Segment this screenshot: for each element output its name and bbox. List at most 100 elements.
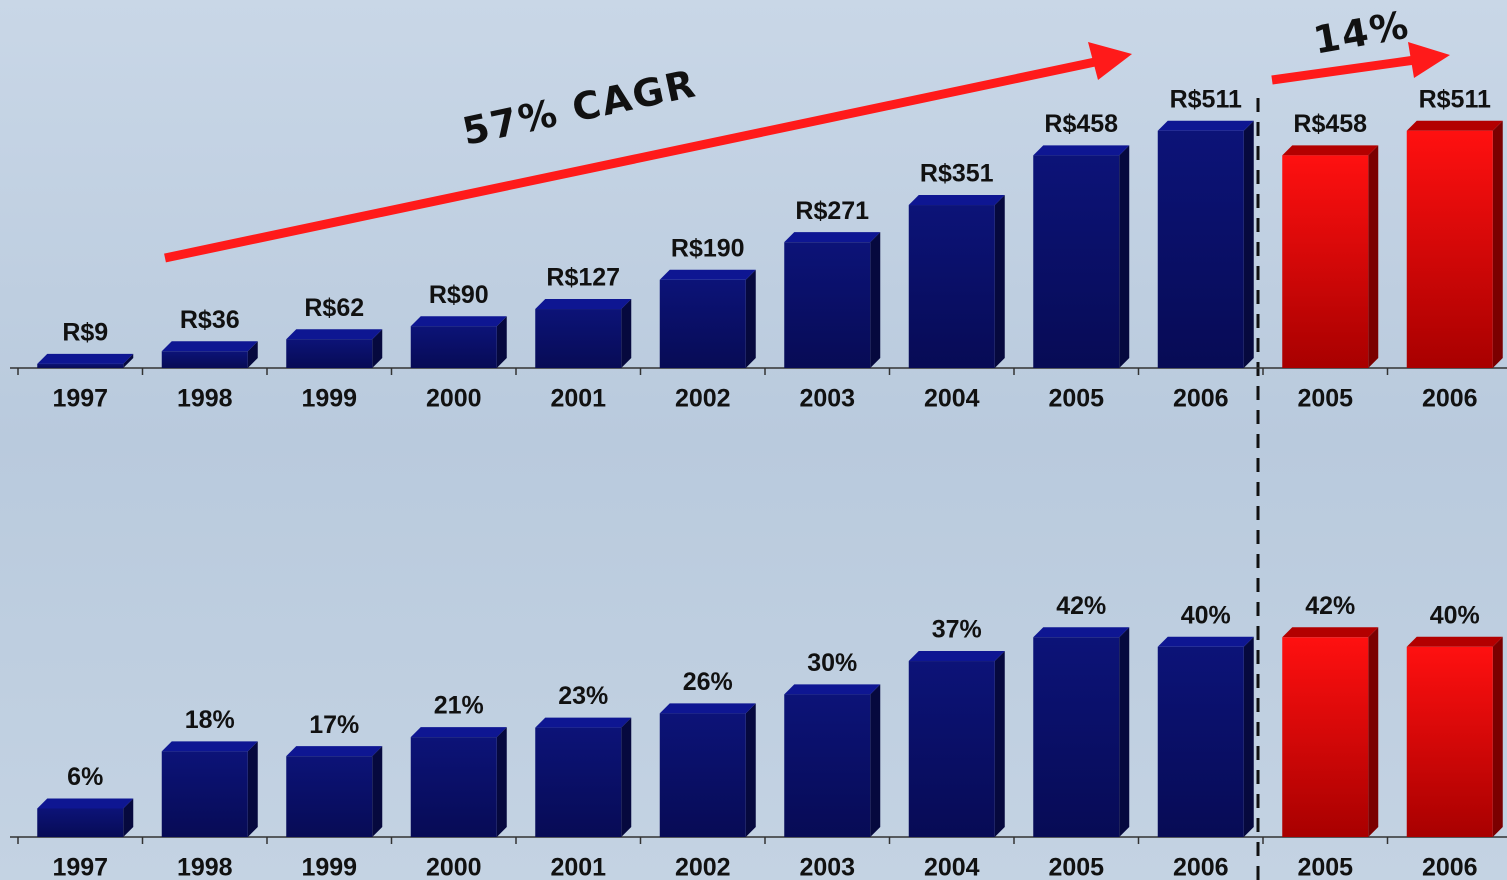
data-label: R$458 (1044, 110, 1118, 138)
data-label: 26% (683, 668, 733, 696)
x-tick-label: 2002 (675, 854, 731, 880)
bar-side (870, 232, 880, 368)
data-label: 30% (807, 649, 857, 677)
bar (1282, 637, 1368, 837)
bar-top (37, 798, 133, 808)
bar-top (1407, 637, 1503, 647)
bar-side (1493, 637, 1503, 837)
data-label: R$511 (1170, 85, 1242, 113)
data-label: R$458 (1293, 110, 1367, 138)
x-tick-label: 2005 (1297, 385, 1353, 413)
bar-top (37, 354, 133, 364)
bar-top (411, 727, 507, 737)
bar (784, 242, 870, 368)
bar (37, 364, 123, 368)
bar (411, 737, 497, 837)
bar-side (995, 651, 1005, 837)
bar-side (1119, 627, 1129, 837)
bar-top (784, 232, 880, 242)
bar-top (784, 684, 880, 694)
bar (1407, 131, 1493, 368)
data-label: 17% (309, 711, 359, 739)
bar (535, 309, 621, 368)
data-label: R$36 (180, 306, 240, 334)
data-label: 40% (1181, 601, 1231, 629)
x-tick-label: 1997 (52, 385, 108, 413)
x-tick-label: 2005 (1048, 854, 1104, 880)
bar (660, 713, 746, 837)
data-label: R$62 (304, 294, 364, 322)
x-tick-label: 2002 (675, 385, 731, 413)
bar (909, 205, 995, 368)
chart: 57% CAGR 14% R$91997R$361998R$621999R$90… (0, 0, 1507, 880)
bar (1033, 637, 1119, 837)
bar-side (1119, 145, 1129, 368)
bar-top (1033, 145, 1129, 155)
x-tick-label: 2000 (426, 854, 482, 880)
x-tick-label: 1998 (177, 854, 233, 880)
bar-side (995, 195, 1005, 368)
bar-top (286, 746, 382, 756)
bar (1158, 131, 1244, 368)
bar (162, 751, 248, 837)
data-label: 23% (558, 682, 608, 710)
bar-side (621, 299, 631, 368)
x-tick-label: 2003 (799, 385, 855, 413)
bar-top (1407, 121, 1503, 131)
data-label: 37% (932, 616, 982, 644)
bar-top (411, 316, 507, 326)
bar-top (660, 270, 756, 280)
x-tick-label: 2006 (1173, 854, 1229, 880)
bar (784, 694, 870, 837)
data-label: R$351 (920, 160, 994, 188)
x-tick-label: 1999 (301, 385, 357, 413)
x-tick-label: 2001 (550, 854, 606, 880)
bar-top (535, 299, 631, 309)
bar-side (621, 718, 631, 837)
bar-side (1368, 627, 1378, 837)
bar-side (372, 746, 382, 837)
bar (286, 756, 372, 837)
bar-top (162, 341, 258, 351)
bar-top (1033, 627, 1129, 637)
bar-side (1244, 637, 1254, 837)
data-label: 42% (1056, 592, 1106, 620)
data-label: R$90 (429, 281, 489, 309)
bar-top (286, 329, 382, 339)
bar-side (248, 741, 258, 837)
data-label: R$511 (1419, 85, 1491, 113)
bar (162, 351, 248, 368)
data-label: 6% (67, 763, 103, 791)
bar (1033, 155, 1119, 368)
bar-top (1282, 627, 1378, 637)
bar-top (1158, 637, 1254, 647)
x-tick-label: 2000 (426, 385, 482, 413)
bar (1158, 647, 1244, 837)
data-label: R$127 (546, 264, 620, 292)
data-label: 21% (434, 692, 484, 720)
bar (535, 728, 621, 837)
x-tick-label: 2006 (1422, 854, 1478, 880)
x-tick-label: 1999 (301, 854, 357, 880)
bar-side (497, 727, 507, 837)
bar-top (1282, 145, 1378, 155)
data-label: 40% (1430, 601, 1480, 629)
bar (37, 808, 123, 837)
x-tick-label: 1998 (177, 385, 233, 413)
x-tick-label: 2005 (1048, 385, 1104, 413)
x-tick-label: 2005 (1297, 854, 1353, 880)
data-label: 42% (1305, 592, 1355, 620)
bar-side (870, 684, 880, 837)
bar-top (909, 195, 1005, 205)
bar-side (1244, 121, 1254, 368)
data-label: R$9 (62, 318, 108, 346)
bar-top (660, 703, 756, 713)
bar-top (162, 741, 258, 751)
bar-side (746, 703, 756, 837)
data-label: R$190 (671, 234, 745, 262)
x-tick-label: 2006 (1422, 385, 1478, 413)
bar-side (1493, 121, 1503, 368)
x-tick-label: 1997 (52, 854, 108, 880)
x-tick-label: 2006 (1173, 385, 1229, 413)
bar-top (1158, 121, 1254, 131)
